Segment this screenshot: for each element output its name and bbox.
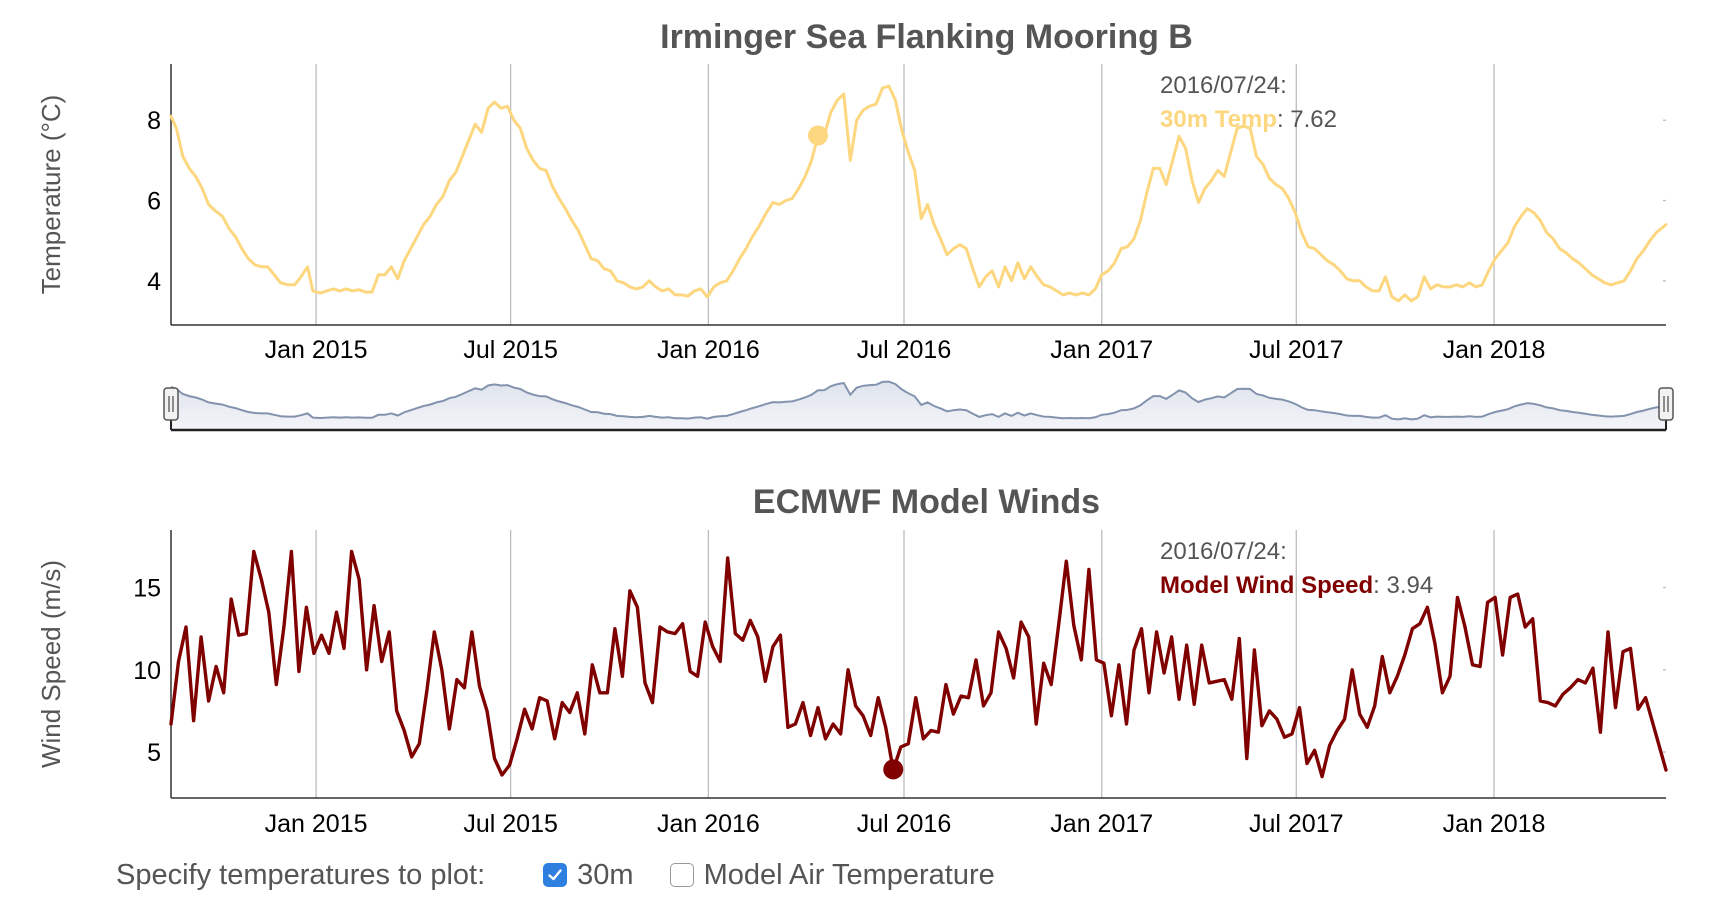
checkbox-model-air-temperature[interactable] <box>669 863 694 887</box>
x-tick-label: Jul 2016 <box>857 336 952 364</box>
temperature-selector-label: Specify temperatures to plot: <box>116 858 486 891</box>
series-line-temp <box>169 84 1668 303</box>
option-30m[interactable]: 30m <box>543 858 634 892</box>
navigator-right-handle[interactable] <box>1658 387 1674 421</box>
tooltip-series-name: 30m Temp <box>1160 106 1277 133</box>
y-tick-label: 4 <box>147 268 161 296</box>
chart-title: Irminger Sea Flanking Mooring B <box>660 18 1193 56</box>
x-tick-label: Jan 2015 <box>265 810 368 838</box>
x-tick-label: Jan 2017 <box>1050 810 1153 838</box>
hover-point-marker <box>883 759 904 780</box>
hover-point-marker <box>808 125 829 146</box>
checkbox-30m[interactable] <box>543 863 568 887</box>
tooltip-date: 2016/07/24: <box>1160 538 1287 565</box>
navigator-left-handle[interactable] <box>163 387 179 421</box>
tooltip-row: Model Wind Speed: 3.94 <box>1160 572 1433 599</box>
tooltip-value: 3.94 <box>1380 572 1433 599</box>
option-30m-label: 30m <box>577 858 634 891</box>
handle-grip <box>1658 387 1674 421</box>
x-tick-label: Jul 2015 <box>463 336 558 364</box>
y-axis-title: Wind Speed (m/s) <box>36 560 66 768</box>
x-tick-label: Jan 2017 <box>1050 336 1153 364</box>
temperature-selector: Specify temperatures to plot: 30m Model … <box>116 855 1031 895</box>
chart-title: ECMWF Model Winds <box>753 483 1100 521</box>
range-navigator[interactable] <box>163 380 1674 432</box>
x-tick-label: Jan 2018 <box>1443 336 1546 364</box>
tooltip-date: 2016/07/24: <box>1160 72 1287 99</box>
x-tick-label: Jul 2017 <box>1249 810 1344 838</box>
x-tick-label: Jul 2017 <box>1249 336 1344 364</box>
y-tick-label: 8 <box>147 107 161 135</box>
navigator-line <box>170 380 1667 421</box>
y-tick-label: 10 <box>133 657 161 685</box>
tooltip-series-name: Model Wind Speed <box>1160 572 1373 599</box>
series-line-wind <box>169 549 1668 779</box>
y-axis-title: Temperature (°C) <box>36 95 66 295</box>
handle-grip <box>163 387 179 421</box>
tooltip-row: 30m Temp: 7.62 <box>1160 106 1337 133</box>
x-tick-label: Jul 2015 <box>463 810 558 838</box>
tooltip-value: 7.62 <box>1284 106 1337 133</box>
y-tick-label: 6 <box>147 188 161 216</box>
checkmark-icon <box>548 869 562 881</box>
temperature-chart: Irminger Sea Flanking Mooring B Jan 2015 J… <box>36 18 1668 364</box>
x-tick-label: Jan 2018 <box>1443 810 1546 838</box>
wind-chart: ECMWF Model Winds Jan 2015 Jul 2015 Jan 201… <box>36 483 1668 838</box>
option-model-air-temperature-label: Model Air Temperature <box>703 858 995 891</box>
y-tick-label: 5 <box>147 739 161 767</box>
x-tick-label: Jan 2016 <box>657 336 760 364</box>
y-tick-label: 15 <box>133 575 161 603</box>
navigator-area <box>171 381 1666 430</box>
x-tick-label: Jul 2016 <box>857 810 952 838</box>
option-model-air-temperature[interactable]: Model Air Temperature <box>669 858 995 892</box>
x-tick-label: Jan 2015 <box>265 336 368 364</box>
x-tick-label: Jan 2016 <box>657 810 760 838</box>
tooltip-separator: : <box>1373 572 1380 599</box>
tooltip-separator: : <box>1277 106 1284 133</box>
